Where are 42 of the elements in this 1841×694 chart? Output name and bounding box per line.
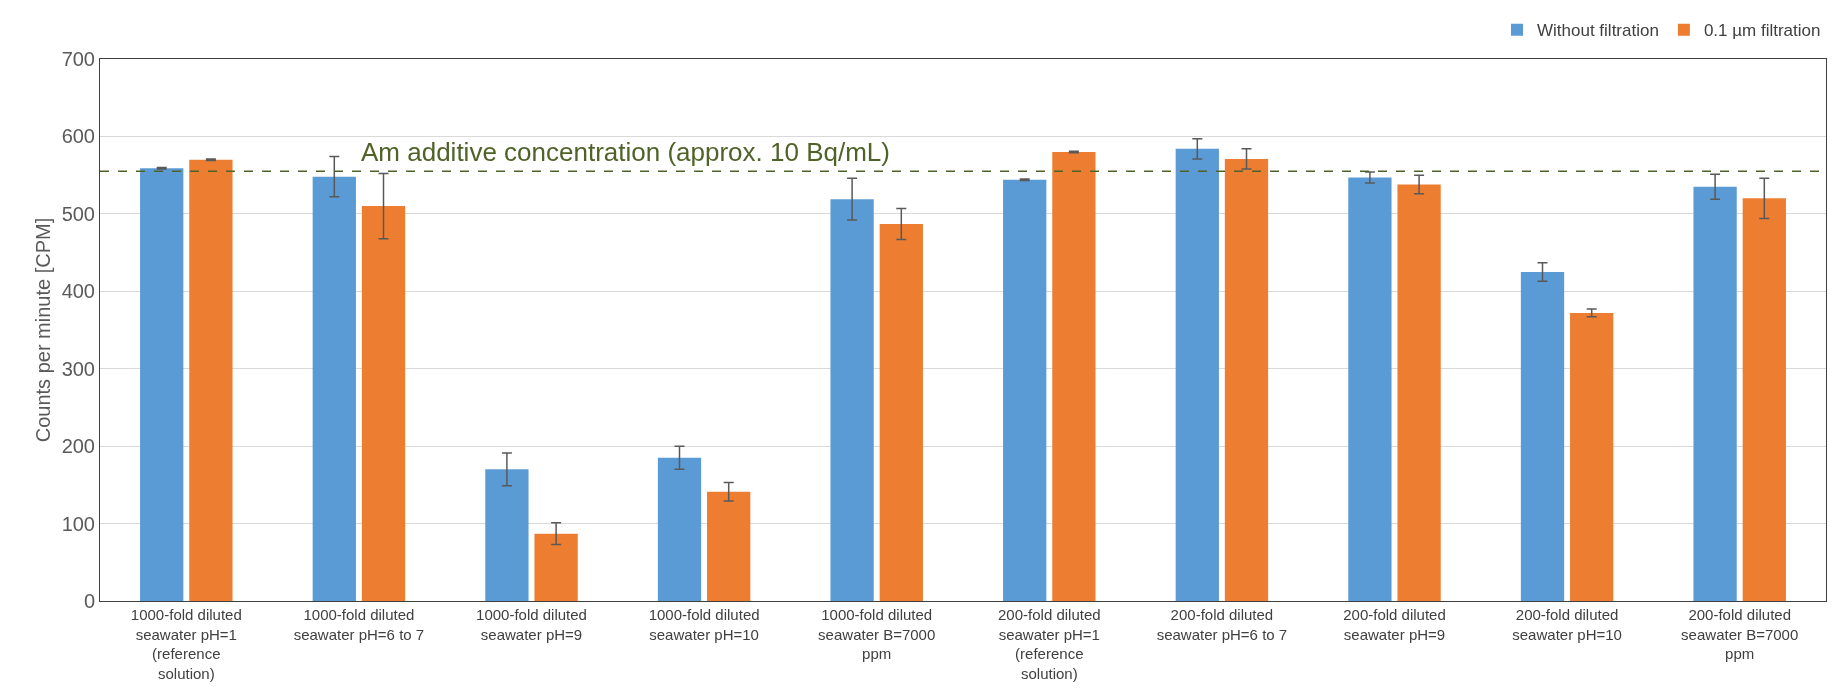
bar — [830, 199, 874, 601]
bar — [1224, 158, 1269, 601]
bar — [1003, 179, 1047, 601]
x-tick-label: 1000-fold diluted seawater B=7000 ppm — [818, 606, 936, 662]
bar — [1742, 198, 1786, 601]
bar — [361, 206, 406, 601]
bar — [140, 168, 184, 601]
x-tick-label: 1000-fold diluted seawater pH=10 — [648, 606, 760, 643]
x-tick-label: 1000-fold diluted seawater pH=6 to 7 — [293, 606, 425, 643]
x-tick-label: 200-fold diluted seawater pH=9 — [1343, 606, 1446, 643]
bar — [1397, 184, 1441, 601]
bar — [1175, 148, 1219, 601]
legend-label: 0.1 µm filtration — [1703, 21, 1821, 41]
y-tick-label: 500 — [61, 202, 95, 225]
y-tick-label: 100 — [61, 512, 95, 535]
bar — [189, 159, 233, 601]
bar — [1693, 186, 1737, 601]
bar — [312, 176, 356, 601]
x-tick-label: 200-fold diluted seawater pH=1 (reference solution) — [998, 606, 1101, 682]
y-axis-title: Counts per minute [CPM] — [32, 217, 54, 443]
bar — [657, 457, 702, 601]
y-tick-label: 300 — [61, 357, 95, 380]
x-tick-label: 200-fold diluted seawater pH=10 — [1512, 606, 1622, 643]
y-tick-label: 0 — [83, 590, 95, 612]
bar — [879, 223, 923, 601]
x-tick-label: 200-fold diluted seawater pH=6 to 7 — [1156, 606, 1288, 643]
x-tick-label: 1000-fold diluted seawater pH=9 — [476, 606, 587, 643]
bar — [485, 469, 529, 601]
x-tick-label: 200-fold diluted seawater B=7000 ppm — [1681, 606, 1799, 662]
y-tick-label: 700 — [61, 48, 95, 70]
y-tick-label: 200 — [61, 435, 95, 458]
bar — [1052, 151, 1096, 601]
ref-line-label: Am additive concentration (approx. 10 Bq/mL) — [361, 137, 890, 167]
y-tick-label: 600 — [61, 125, 95, 148]
bar — [1570, 312, 1614, 601]
bar — [1520, 271, 1565, 601]
bar — [534, 533, 578, 601]
bar — [1348, 177, 1392, 601]
y-tick-label: 400 — [61, 280, 95, 303]
bar — [707, 491, 751, 601]
x-tick-label: 1000-fold diluted seawater pH=1 (reference solution) — [130, 606, 242, 682]
legend-label: Without filtration — [1537, 21, 1659, 41]
